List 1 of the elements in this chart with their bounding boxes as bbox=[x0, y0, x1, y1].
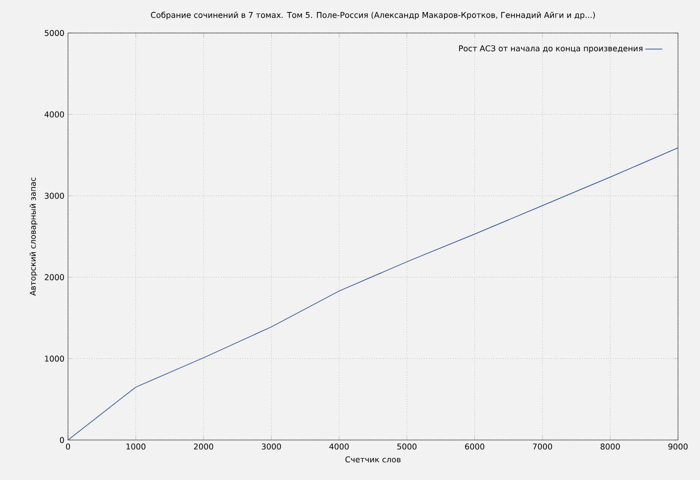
line-series bbox=[68, 147, 678, 440]
